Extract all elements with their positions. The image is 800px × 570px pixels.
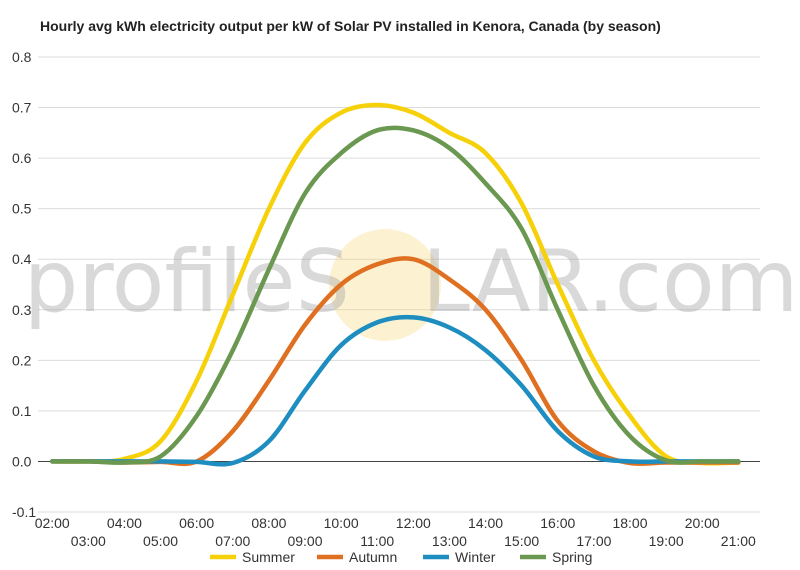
- x-tick-label: 16:00: [540, 515, 575, 531]
- y-tick-label: 0.2: [12, 352, 32, 368]
- x-tick-label: 10:00: [324, 515, 359, 531]
- series-line-winter: [49, 314, 741, 467]
- y-tick-label: 0.3: [12, 302, 32, 318]
- y-tick-label: 0.8: [12, 49, 32, 65]
- x-tick-label: 18:00: [612, 515, 647, 531]
- y-tick-label: -0.1: [12, 504, 36, 520]
- legend-label-summer: Summer: [242, 549, 295, 565]
- x-tick-label: 03:00: [71, 533, 106, 549]
- series-line-spring: [49, 125, 741, 465]
- watermark-text-right: LAR.com: [422, 232, 798, 332]
- watermark-text-left: profileS: [24, 232, 350, 332]
- x-tick-label: 06:00: [179, 515, 214, 531]
- y-tick-label: 0.4: [12, 251, 32, 267]
- x-tick-label: 08:00: [251, 515, 286, 531]
- x-tick-label: 11:00: [360, 533, 394, 549]
- y-tick-label: 0.6: [12, 150, 32, 166]
- series-line-summer: [49, 102, 741, 466]
- axis-labels: -0.1 0.0 0.1 0.2 0.3 0.4 0.5 0.6 0.7 0.8 02:00 04:0…: [12, 49, 756, 549]
- y-tick-label: 0.0: [12, 453, 32, 469]
- x-tick-label: 07:00: [215, 533, 250, 549]
- series-lines: [49, 102, 741, 467]
- chart-title: Hourly avg kWh electricity output per kW…: [40, 18, 661, 34]
- legend: Summer Autumn Winter Spring: [210, 549, 592, 565]
- x-tick-label: 04:00: [107, 515, 142, 531]
- legend-label-autumn: Autumn: [349, 549, 397, 565]
- x-tick-label: 14:00: [468, 515, 503, 531]
- x-tick-label: 02:00: [35, 515, 70, 531]
- y-tick-label: 0.5: [12, 201, 32, 217]
- y-tick-label: 0.1: [12, 403, 32, 419]
- x-tick-label: 12:00: [396, 515, 431, 531]
- x-tick-label: 17:00: [576, 533, 611, 549]
- x-tick-label: 13:00: [432, 533, 467, 549]
- x-tick-label: 09:00: [287, 533, 322, 549]
- legend-label-winter: Winter: [455, 549, 496, 565]
- x-tick-label: 20:00: [685, 515, 720, 531]
- y-tick-label: 0.7: [12, 100, 32, 116]
- x-tick-label: 19:00: [649, 533, 684, 549]
- x-tick-label: 21:00: [721, 533, 756, 549]
- legend-label-spring: Spring: [552, 549, 592, 565]
- x-tick-label: 05:00: [143, 533, 178, 549]
- watermark: profileS LAR.com: [24, 229, 798, 341]
- x-tick-label: 15:00: [504, 533, 539, 549]
